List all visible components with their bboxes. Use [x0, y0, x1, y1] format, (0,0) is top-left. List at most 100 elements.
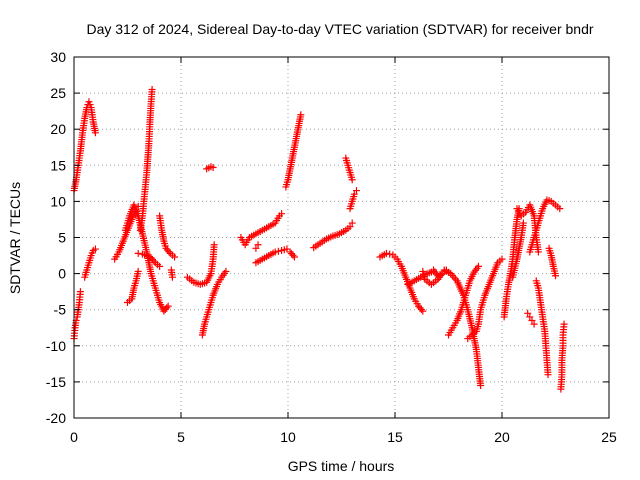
data-point: [210, 241, 218, 249]
data-point: [519, 219, 527, 227]
series-arc-32: [532, 277, 552, 379]
data-point: [528, 317, 536, 325]
data-point: [171, 253, 179, 261]
y-tick-label: 30: [50, 49, 66, 65]
series-arc-12: [198, 267, 230, 339]
series-arc-29: [509, 219, 527, 281]
axis-ticks: 0 5 10 15 20 25 -20 -15 -10 -5 0 5 10 15 20 25 30: [46, 49, 617, 445]
series-arc-24: [430, 266, 446, 280]
data-point: [386, 250, 394, 258]
series-arc-15: [252, 241, 262, 252]
data-point: [164, 302, 172, 310]
series-arc-31: [524, 309, 538, 328]
data-point: [419, 307, 427, 315]
data-point: [438, 270, 446, 278]
y-tick-label: -10: [46, 338, 66, 354]
series-arc-05: [124, 267, 142, 306]
series-arc-07: [134, 249, 164, 270]
data-point: [498, 255, 506, 263]
data-point: [524, 309, 532, 317]
series-arc-34: [545, 244, 559, 280]
data-point: [134, 249, 142, 257]
data-point: [477, 382, 485, 390]
data-point: [148, 85, 156, 93]
y-tick-label: 20: [50, 121, 66, 137]
data-point: [290, 253, 298, 261]
series-arc-21: [376, 249, 427, 315]
series-arc-18: [310, 219, 356, 252]
series-arc-16: [252, 245, 298, 267]
data-point: [526, 313, 534, 321]
data-markers: [70, 85, 568, 393]
series-arc-14: [237, 210, 286, 249]
series-arc-03: [81, 245, 99, 281]
data-point: [382, 249, 390, 257]
series-arc-22: [404, 267, 438, 288]
data-point: [534, 248, 542, 256]
data-point: [350, 190, 358, 198]
series-arc-26: [445, 262, 482, 339]
x-axis-label: GPS time / hours: [288, 458, 395, 474]
series-arc-27: [464, 255, 506, 343]
x-tick-label: 15: [387, 429, 403, 445]
series-arc-33: [526, 196, 564, 256]
chart-title: Day 312 of 2024, Sidereal Day-to-day VTE…: [86, 21, 593, 37]
x-tick-label: 5: [177, 429, 185, 445]
data-point: [165, 248, 173, 256]
data-point: [252, 244, 260, 252]
data-point: [163, 304, 171, 312]
data-point: [530, 320, 538, 328]
data-point: [552, 272, 559, 280]
y-axis-label: SDTVAR / TECUs: [7, 182, 23, 294]
y-tick-label: 15: [50, 157, 66, 173]
y-tick-label: -5: [54, 302, 67, 318]
series-arc-10: [167, 266, 176, 281]
data-point: [544, 371, 552, 379]
series-arc-08: [136, 85, 156, 234]
series-arc-20: [342, 154, 356, 184]
data-point: [156, 262, 164, 270]
data-point: [91, 129, 99, 137]
data-point: [417, 305, 425, 313]
data-point: [168, 273, 176, 281]
data-point: [91, 245, 99, 253]
series-arc-01: [70, 288, 84, 343]
data-point: [556, 205, 564, 213]
data-point: [289, 251, 297, 259]
data-point: [278, 210, 286, 218]
data-point: [271, 248, 279, 256]
series-arc-11: [183, 241, 218, 288]
y-tick-label: -20: [46, 410, 66, 426]
series-arc-09: [156, 212, 179, 261]
x-tick-label: 25: [601, 429, 617, 445]
data-point: [254, 241, 262, 249]
series-arc-17: [282, 111, 305, 191]
data-point: [474, 262, 482, 270]
series-arc-02: [70, 98, 99, 195]
data-point: [274, 247, 282, 255]
y-tick-label: 10: [50, 193, 66, 209]
y-tick-label: 25: [50, 85, 66, 101]
data-point: [209, 163, 217, 171]
data-point: [560, 320, 568, 328]
data-point: [134, 267, 142, 275]
series-arc-13: [203, 163, 217, 173]
data-point: [450, 273, 458, 281]
y-tick-label: -15: [46, 374, 66, 390]
data-point: [348, 219, 356, 227]
data-point: [150, 257, 158, 265]
x-tick-label: 10: [280, 429, 296, 445]
x-tick-label: 20: [494, 429, 510, 445]
series-arc-19: [346, 187, 360, 213]
series-arc-35: [557, 320, 568, 393]
y-tick-label: 5: [58, 230, 66, 246]
data-point: [346, 223, 354, 231]
series-arc-28: [500, 205, 523, 321]
data-point: [222, 267, 230, 275]
y-tick-label: 0: [58, 266, 66, 282]
x-tick-label: 0: [70, 429, 78, 445]
grid: [74, 57, 609, 418]
data-point: [76, 288, 84, 296]
data-point: [297, 111, 305, 119]
